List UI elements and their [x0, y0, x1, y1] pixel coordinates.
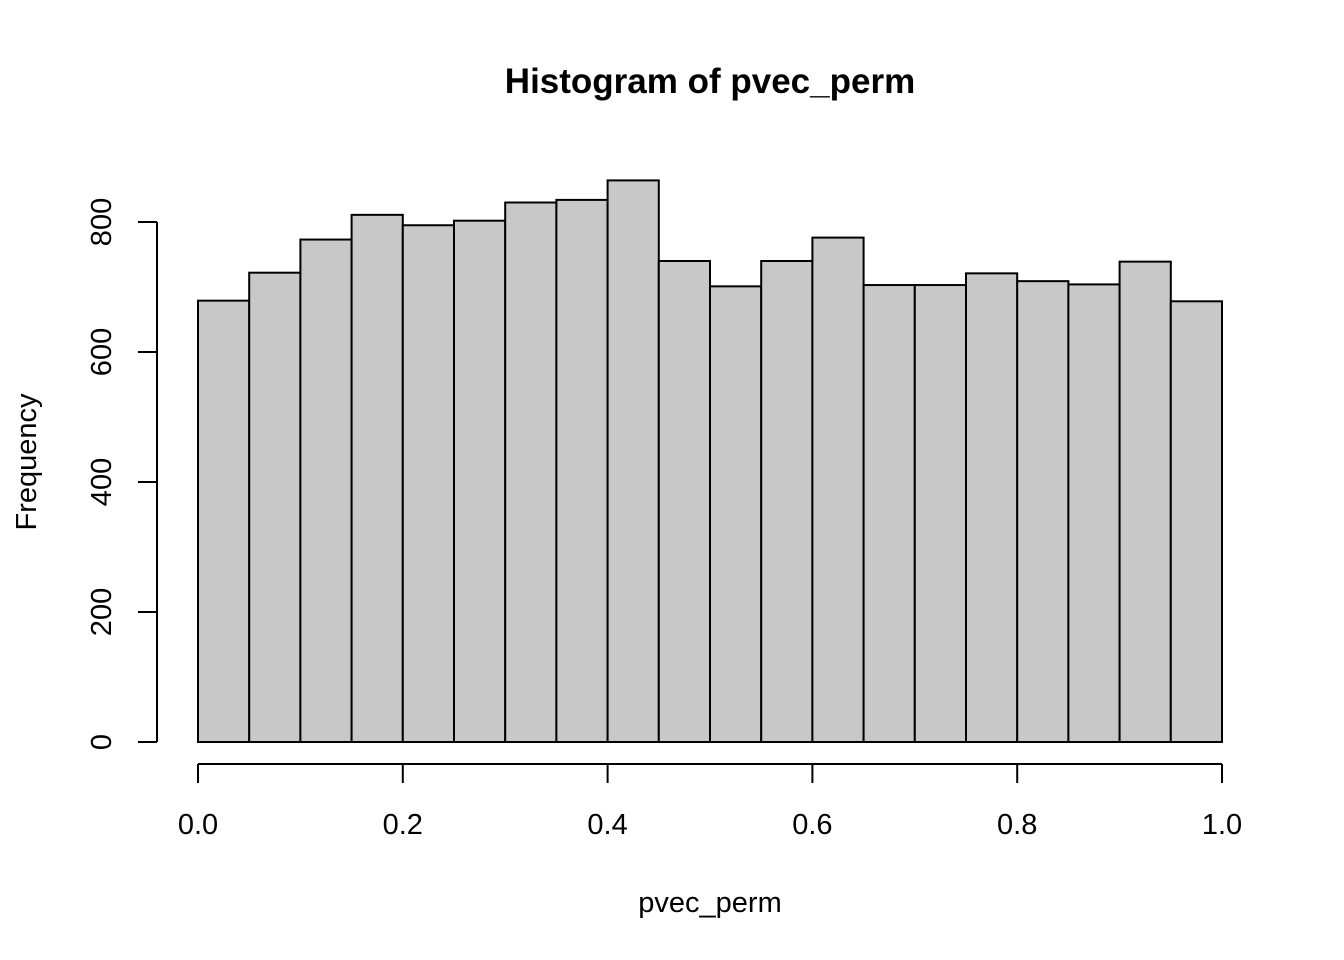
- histogram-bar: [504, 201, 558, 743]
- x-tick-label: 0.8: [997, 809, 1037, 841]
- histogram-bar: [350, 213, 404, 744]
- y-tick-label: 600: [86, 328, 118, 376]
- histogram-bar: [811, 236, 865, 743]
- y-tick-label: 0: [86, 734, 118, 750]
- y-axis: 0 200 400 600 800: [86, 198, 158, 750]
- bars-group: [197, 179, 1224, 744]
- histogram-bar: [197, 299, 251, 743]
- y-tick-label: 200: [86, 588, 118, 636]
- histogram-bar: [1067, 283, 1121, 743]
- histogram-bar: [760, 260, 814, 743]
- y-axis-label: Frequency: [11, 393, 43, 531]
- x-tick-label: 0.2: [383, 809, 423, 841]
- x-tick-label: 0.4: [587, 809, 627, 841]
- histogram-bar: [606, 179, 660, 743]
- x-tick-label: 0.6: [792, 809, 832, 841]
- histogram-bar: [709, 285, 763, 743]
- histogram-bar: [913, 284, 967, 743]
- histogram-bar: [401, 224, 455, 743]
- histogram-bar: [299, 238, 353, 744]
- histogram-bar: [453, 219, 507, 743]
- histogram-bar: [657, 260, 711, 743]
- x-tick-label: 0.0: [178, 809, 218, 841]
- x-axis-label: pvec_perm: [638, 887, 781, 919]
- histogram-bar: [555, 198, 609, 743]
- chart-title: Histogram of pvec_perm: [505, 62, 915, 101]
- histogram-bar: [965, 272, 1019, 743]
- histogram-bar: [1118, 260, 1172, 743]
- histogram-bar: [248, 271, 302, 743]
- y-tick-label: 400: [86, 458, 118, 506]
- x-tick-label: 1.0: [1202, 809, 1242, 841]
- histogram-bar: [1169, 300, 1224, 743]
- x-axis: 0.0 0.2 0.4 0.6 0.8 1.0: [178, 763, 1242, 841]
- y-tick-label: 800: [86, 198, 118, 246]
- histogram-bar: [1016, 280, 1070, 743]
- histogram-bar: [862, 284, 916, 743]
